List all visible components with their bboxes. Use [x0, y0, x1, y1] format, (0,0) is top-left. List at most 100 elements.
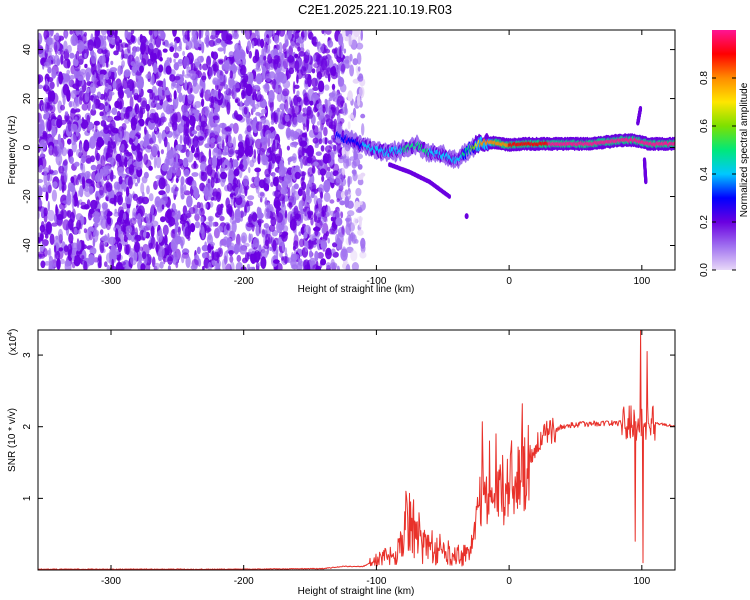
spectrogram-noise-cell	[51, 189, 58, 202]
spectrogram-noise-cell	[182, 157, 189, 168]
spectrogram-noise-cell	[317, 80, 325, 93]
spectrogram-noise-cell	[250, 233, 254, 242]
spectrogram-noise-cell	[287, 186, 291, 199]
spectrogram-noise-cell	[101, 235, 108, 242]
spectrogram-noise-cell	[306, 116, 310, 126]
spectrogram-noise-cell	[263, 223, 270, 229]
spectrogram-noise-cell	[80, 165, 84, 171]
spectrogram-noise-cell	[192, 82, 200, 94]
spectrogram-noise-cell	[89, 136, 97, 149]
spectrogram-noise-cell	[45, 45, 49, 54]
spectrogram-noise-cell	[59, 258, 65, 265]
spectrogram-noise-cell	[247, 215, 253, 223]
spectrogram-noise-cell	[107, 107, 111, 119]
spectrogram-noise-cell	[260, 256, 267, 270]
spectrogram-noise-cell	[179, 40, 182, 50]
spectrogram-noise-cell	[354, 239, 359, 244]
spectrogram-noise-cell	[174, 40, 177, 53]
spectrogram-noise-cell	[300, 177, 304, 187]
spectrogram-noise-cell	[191, 172, 199, 177]
spectrogram-noise-cell	[179, 134, 183, 145]
spectrogram-noise-cell	[324, 48, 331, 54]
spectrogram-noise-cell	[335, 233, 340, 245]
spectrogram-noise-cell	[322, 55, 328, 60]
spectrogram-noise-cell	[217, 47, 224, 52]
spectrogram-noise-cell	[155, 241, 159, 253]
spectrogram-noise-cell	[152, 47, 161, 60]
spectrogram-noise-cell	[80, 71, 84, 77]
spectrogram-noise-cell	[306, 105, 312, 116]
spectrogram-noise-cell	[301, 30, 305, 40]
spectrogram-noise-cell	[312, 86, 319, 91]
spectrogram-noise-cell	[260, 250, 268, 259]
spectrogram-noise-cell	[53, 245, 57, 253]
spectrogram-noise-cell	[66, 44, 72, 54]
spectrogram-noise-cell	[93, 36, 101, 49]
spectrogram-noise-cell	[49, 145, 53, 151]
spectrogram-noise-cell	[272, 176, 279, 187]
spectrogram-noise-cell	[51, 126, 56, 138]
spectrogram-noise-cell	[62, 183, 67, 191]
spectrogram-noise-cell	[248, 166, 251, 174]
spectrogram-noise-cell	[241, 78, 246, 84]
spectrogram-x-tick-label: -300	[101, 276, 121, 287]
spectrogram-noise-cell	[353, 170, 356, 177]
spectrogram-noise-cell	[308, 238, 312, 250]
spectrogram-noise-cell	[66, 89, 71, 102]
spectrogram-noise-cell	[67, 243, 73, 256]
spectrogram-noise-cell	[70, 242, 79, 250]
spectrogram-noise-cell	[43, 167, 50, 174]
spectrogram-noise-cell	[282, 88, 290, 97]
spectrogram-noise-cell	[141, 251, 147, 260]
spectrogram-noise-cell	[297, 210, 301, 222]
spectrogram-noise-cell	[49, 81, 55, 90]
spectrogram-noise-cell	[186, 150, 194, 163]
spectrogram-noise-cell	[229, 123, 235, 129]
spectrogram-noise-cell	[326, 205, 331, 217]
spectrogram-noise-cell	[304, 73, 312, 80]
spectrogram-noise-cell	[189, 70, 196, 80]
spectrogram-noise-cell	[162, 48, 168, 53]
spectrogram-noise-cell	[227, 168, 233, 181]
spectrogram-noise-cell	[106, 264, 111, 270]
spectrogram-noise-cell	[151, 143, 160, 155]
spectrogram-noise-cell	[208, 148, 212, 160]
spectrogram-noise-cell	[93, 120, 100, 126]
spectrogram-noise-cell	[51, 92, 59, 105]
spectrogram-noise-cell	[311, 165, 316, 174]
spectrogram-noise-cell	[255, 73, 263, 85]
spectrogram-noise-cell	[159, 261, 164, 269]
spectrogram-noise-cell	[58, 179, 62, 192]
spectrogram-noise-cell	[177, 226, 181, 236]
spectrogram-noise-cell	[184, 79, 188, 91]
spectrogram-noise-cell	[163, 255, 166, 265]
spectrogram-noise-cell	[185, 213, 192, 218]
spectrogram-noise-cell	[99, 38, 107, 51]
spectrogram-noise-cell	[344, 59, 350, 64]
spectrogram-noise-cell	[171, 122, 178, 131]
spectrogram-noise-cell	[226, 40, 233, 45]
spectrogram-noise-cell	[169, 74, 176, 82]
spectrogram-noise-cell	[311, 68, 316, 74]
spectrogram-noise-cell	[211, 250, 215, 261]
spectrogram-noise-cell	[294, 171, 301, 180]
spectrogram-noise-cell	[318, 115, 324, 121]
spectrogram-noise-cell	[73, 98, 78, 110]
spectrogram-noise-cell	[204, 241, 208, 251]
spectrogram-noise-cell	[175, 262, 179, 269]
spectrogram-noise-cell	[99, 240, 105, 254]
spectrogram-noise-cell	[56, 141, 64, 154]
spectrogram-noise-cell	[84, 91, 90, 103]
spectrogram-noise-cell	[149, 152, 154, 160]
spectrogram-noise-cell	[268, 224, 276, 232]
spectrogram-noise-cell	[331, 248, 336, 254]
spectrogram-noise-cell	[71, 261, 76, 269]
spectrogram-noise-cell	[80, 201, 86, 207]
spectrogram-noise-cell	[163, 136, 168, 148]
spectrogram-noise-cell	[263, 55, 267, 61]
spectrogram-noise-cell	[357, 164, 363, 170]
spectrogram-noise-cell	[183, 135, 187, 147]
spectrogram-noise-cell	[130, 217, 137, 225]
spectrogram-noise-cell	[83, 260, 88, 270]
spectrogram-noise-cell	[174, 186, 179, 192]
